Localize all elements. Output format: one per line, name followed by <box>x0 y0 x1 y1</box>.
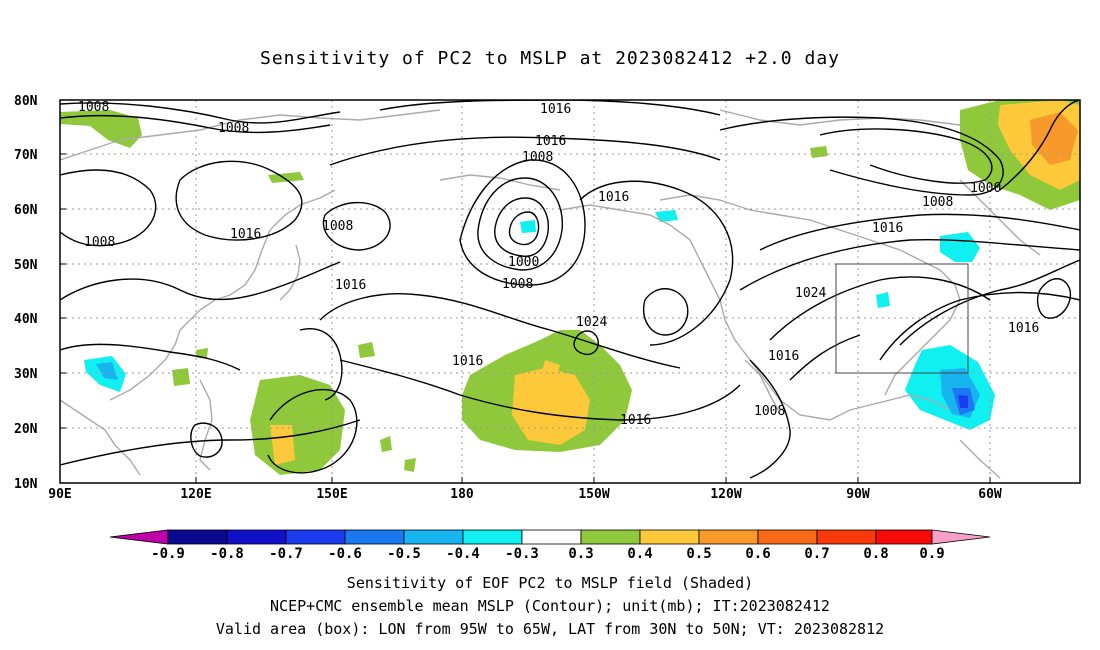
valid-area-box <box>835 263 969 374</box>
contour-label: 1008 <box>502 277 533 292</box>
colorbar-cell <box>167 529 228 545</box>
contour-label: 1016 <box>540 102 571 117</box>
caption-shading: Sensitivity of EOF PC2 to MSLP field (Sh… <box>346 574 754 592</box>
colorbar-label: 0.8 <box>863 546 888 562</box>
lon-label: 60W <box>978 487 1002 502</box>
colorbar-cell <box>109 529 169 545</box>
colorbar-cell <box>757 529 818 545</box>
lat-label: 10N <box>14 477 38 492</box>
contour-label: 1016 <box>335 278 366 293</box>
colorbar-cell <box>875 529 933 545</box>
contour-label: 1016 <box>620 413 651 428</box>
contour-label: 1016 <box>768 349 799 364</box>
contour-label: 1016 <box>872 221 903 236</box>
colorbar-cell <box>462 529 523 545</box>
colorbar-cell <box>403 529 464 545</box>
lon-label: 120E <box>180 487 211 502</box>
map-frame <box>59 99 1081 484</box>
colorbar-label: 0.6 <box>745 546 770 562</box>
lon-label: 180 <box>450 487 474 502</box>
lon-label: 90W <box>846 487 870 502</box>
lon-label: 150W <box>578 487 609 502</box>
contour-label: 1016 <box>535 134 566 149</box>
lat-label: 40N <box>14 312 38 327</box>
colorbar: -0.9 -0.8 -0.7 -0.6 -0.5 -0.4 -0.3 0.3 0… <box>109 529 991 562</box>
colorbar-label: 0.5 <box>686 546 711 562</box>
colorbar-cell <box>698 529 759 545</box>
contour-label: 1000 <box>970 181 1001 196</box>
contour-label: 1008 <box>78 100 109 115</box>
lon-label: 90E <box>48 487 71 502</box>
contour-label: 1008 <box>84 235 115 250</box>
latitude-labels: 80N 70N 60N 50N 40N 30N 20N 10N <box>14 94 38 492</box>
lat-label: 20N <box>14 422 38 437</box>
contour-label: 1016 <box>452 354 483 369</box>
shaded-sensitivity <box>60 100 1080 475</box>
colorbar-cell <box>226 529 287 545</box>
colorbar-label: 0.9 <box>919 546 944 562</box>
longitude-labels: 90E 120E 150E 180 150W 120W 90W 60W <box>48 487 1002 502</box>
colorbar-label: -0.7 <box>269 546 303 562</box>
lat-label: 50N <box>14 258 38 273</box>
colorbar-cell <box>521 529 582 545</box>
contour-label: 1016 <box>598 190 629 205</box>
lon-label: 120W <box>710 487 741 502</box>
axis-ticks <box>59 99 991 484</box>
colorbar-cell <box>816 529 877 545</box>
colorbar-cell <box>580 529 641 545</box>
colorbar-label: -0.6 <box>328 546 362 562</box>
contour-label: 1024 <box>576 315 607 330</box>
map-plot-area <box>60 100 1080 483</box>
lon-label: 150E <box>316 487 347 502</box>
contour-labels: 1008 1008 1008 1016 1008 1016 1016 1016 … <box>78 100 1039 428</box>
caption-valid-area: Valid area (box): LON from 95W to 65W, L… <box>215 620 885 638</box>
colorbar-cell <box>344 529 405 545</box>
colorbar-cell <box>639 529 700 545</box>
colorbar-label: 0.3 <box>568 546 593 562</box>
contour-label: 1008 <box>322 219 353 234</box>
contour-label: 1008 <box>754 404 785 419</box>
lat-label: 70N <box>14 148 38 163</box>
colorbar-label: -0.8 <box>210 546 244 562</box>
lat-lon-grid <box>60 100 1080 483</box>
colorbar-label: -0.5 <box>387 546 421 562</box>
colorbar-cell <box>931 529 991 545</box>
contour-label: 1008 <box>522 150 553 165</box>
contour-label: 1016 <box>230 227 261 242</box>
lat-label: 30N <box>14 367 38 382</box>
colorbar-label: -0.4 <box>446 546 480 562</box>
colorbar-label: -0.9 <box>151 546 185 562</box>
coastlines <box>60 109 1041 479</box>
contour-label: 1024 <box>795 286 826 301</box>
map-title: Sensitivity of PC2 to MSLP at 2023082412… <box>259 48 840 69</box>
contour-label: 1000 <box>508 255 539 270</box>
contour-label: 1016 <box>1008 321 1039 336</box>
lat-label: 60N <box>14 203 38 218</box>
lat-label: 80N <box>14 94 38 109</box>
colorbar-label: -0.3 <box>505 546 539 562</box>
colorbar-label: 0.4 <box>627 546 652 562</box>
colorbar-label: 0.7 <box>804 546 829 562</box>
colorbar-cell <box>285 529 346 545</box>
contour-label: 1008 <box>218 121 249 136</box>
caption-contour: NCEP+CMC ensemble mean MSLP (Contour); u… <box>270 597 830 615</box>
contour-label: 1008 <box>922 195 953 210</box>
